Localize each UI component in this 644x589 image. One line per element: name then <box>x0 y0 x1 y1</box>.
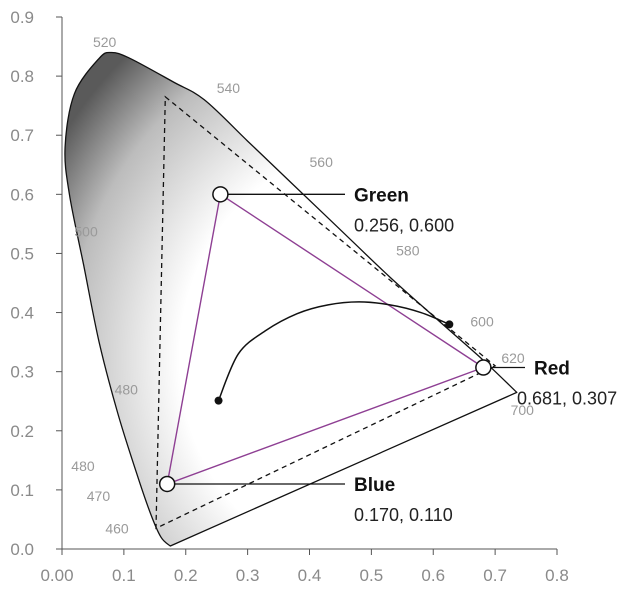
planckian-end-dot <box>445 320 454 329</box>
tick-labels-layer: 0.00 0.1 0.2 0.3 0.4 0.5 0.6 0.7 0.8 0.0 0.1 0.2 0.3… <box>10 8 568 585</box>
wavelength-label: 620 <box>501 350 525 366</box>
planckian-start-dot <box>214 396 223 405</box>
gamut-triangle-layer <box>166 193 485 486</box>
red-primary-marker <box>475 359 492 376</box>
x-tick-label: 0.1 <box>112 566 136 585</box>
y-tick-label: 0.4 <box>10 304 34 323</box>
spectral-locus <box>64 51 518 547</box>
dashed-triangle-layer <box>155 95 497 530</box>
planckian-locus-layer <box>214 301 454 405</box>
wavelength-label: 520 <box>93 34 117 50</box>
x-tick-label: 0.3 <box>236 566 260 585</box>
axes-layer <box>56 16 558 555</box>
red-primary-coords: 0.681, 0.307 <box>517 389 617 409</box>
red-primary-name: Red <box>534 359 570 380</box>
y-tick-label: 0.5 <box>10 244 34 263</box>
y-tick-label: 0.7 <box>10 126 34 145</box>
x-tick-label: 0.6 <box>421 566 445 585</box>
blue-primary-marker <box>158 475 176 493</box>
wavelength-label: 600 <box>470 313 494 329</box>
x-tick-label: 0.8 <box>545 566 569 585</box>
y-tick-label: 0.2 <box>10 422 34 441</box>
wavelength-labels-layer: 520 540 560 580 600 620 700 500 480 480 470 460 <box>71 34 534 536</box>
planckian-locus-curve <box>217 301 450 401</box>
x-tick-label: 0.2 <box>174 566 198 585</box>
x-tick-label: 0.00 <box>40 566 73 585</box>
wavelength-label: 540 <box>217 80 241 96</box>
y-tick-label: 0.3 <box>10 363 34 382</box>
wavelength-label: 580 <box>396 242 420 258</box>
spectral-locus-layer <box>64 51 518 547</box>
gamut-triangle <box>166 193 485 486</box>
y-tick-label: 0.0 <box>10 540 34 559</box>
x-tick-label: 0.7 <box>483 566 507 585</box>
wavelength-label: 700 <box>511 402 535 418</box>
wavelength-label: 460 <box>105 520 129 536</box>
primaries-layer: Green 0.256, 0.600 Red 0.681, 0.307 Blue 0.17… <box>158 185 617 525</box>
y-tick-label: 0.8 <box>10 67 34 86</box>
y-tick-label: 0.9 <box>10 8 34 27</box>
wavelength-label: 470 <box>87 488 111 504</box>
wavelength-label: 480 <box>115 381 139 397</box>
reference-gamut-triangle <box>155 95 497 530</box>
x-tick-label: 0.4 <box>298 566 322 585</box>
y-tick-label: 0.6 <box>10 185 34 204</box>
green-primary-marker <box>212 186 229 203</box>
wavelength-label: 500 <box>74 224 98 240</box>
wavelength-label: 560 <box>310 154 334 170</box>
blue-primary-name: Blue <box>354 475 395 496</box>
blue-primary-coords: 0.170, 0.110 <box>354 505 453 525</box>
x-tick-label: 0.5 <box>360 566 384 585</box>
wavelength-label: 480 <box>71 458 95 474</box>
green-primary-name: Green <box>354 185 409 206</box>
y-tick-label: 0.1 <box>10 481 34 500</box>
green-primary-coords: 0.256, 0.600 <box>354 215 454 235</box>
